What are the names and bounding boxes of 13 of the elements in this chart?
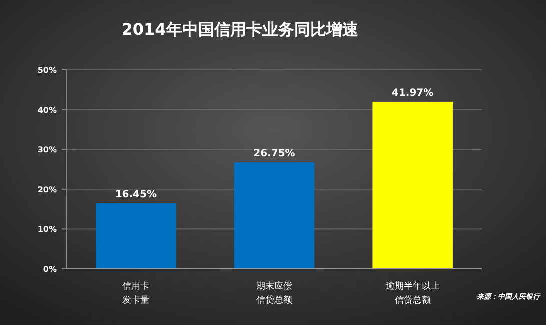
x-tick-label: 信用卡发卡量 <box>122 281 150 306</box>
x-tick-label: 逾期半年以上信贷总额 <box>386 281 440 306</box>
y-tick-label: 30% <box>38 146 57 155</box>
y-tick-label: 0% <box>43 265 57 274</box>
y-tick-label: 10% <box>38 225 57 234</box>
y-tick-label: 50% <box>38 66 57 75</box>
data-label: 41.97% <box>392 88 434 99</box>
data-label: 26.75% <box>254 148 296 160</box>
y-tick-label: 40% <box>38 106 57 115</box>
x-tick-label: 期末应偿信贷总额 <box>256 281 292 306</box>
chart-title: 2014年中国信用卡业务同比增速 <box>122 20 360 39</box>
y-tick-label: 20% <box>38 185 57 194</box>
data-label: 16.45% <box>115 190 157 201</box>
